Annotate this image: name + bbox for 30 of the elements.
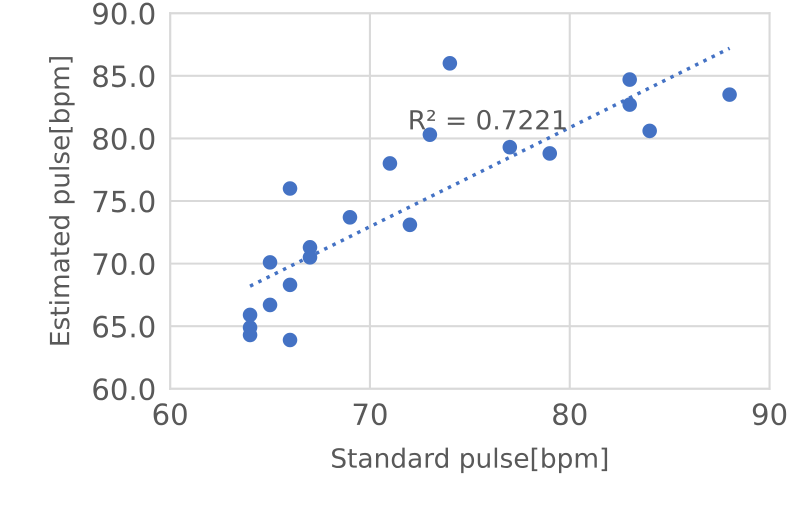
point: [622, 72, 637, 87]
point: [442, 56, 458, 71]
x-tick-label: 60: [154, 403, 187, 426]
y-tick-label: 85.0: [93, 65, 154, 88]
point: [342, 210, 358, 225]
y-tick-label: 65.0: [93, 316, 154, 338]
y-axis-title: Estimated pulse[bpm]: [49, 57, 75, 345]
point: [242, 308, 258, 322]
point: [402, 218, 418, 232]
y-tick-label: 90.0: [93, 2, 154, 25]
point: [542, 146, 558, 161]
point: [282, 332, 298, 348]
point: [382, 156, 398, 171]
y-tick-label: 60.0: [93, 378, 154, 400]
y-tick-label: 80.0: [93, 128, 154, 150]
point: [642, 124, 657, 138]
point: [262, 298, 278, 312]
y-tick-label: 70.0: [94, 253, 154, 276]
y-tick-label: 75.0: [94, 190, 154, 213]
point: [282, 181, 298, 196]
x-tick-label: 70: [354, 403, 387, 426]
point: [502, 140, 518, 154]
point: [722, 87, 737, 102]
x-axis-title: Standard pulse[bpm]: [332, 448, 608, 474]
point: [622, 97, 637, 112]
x-tick-label: 80: [553, 403, 586, 426]
annotation: R² = 0.7221: [410, 110, 566, 130]
x-tick-label: 90: [752, 403, 786, 426]
point: [282, 278, 298, 292]
point: [262, 255, 278, 270]
